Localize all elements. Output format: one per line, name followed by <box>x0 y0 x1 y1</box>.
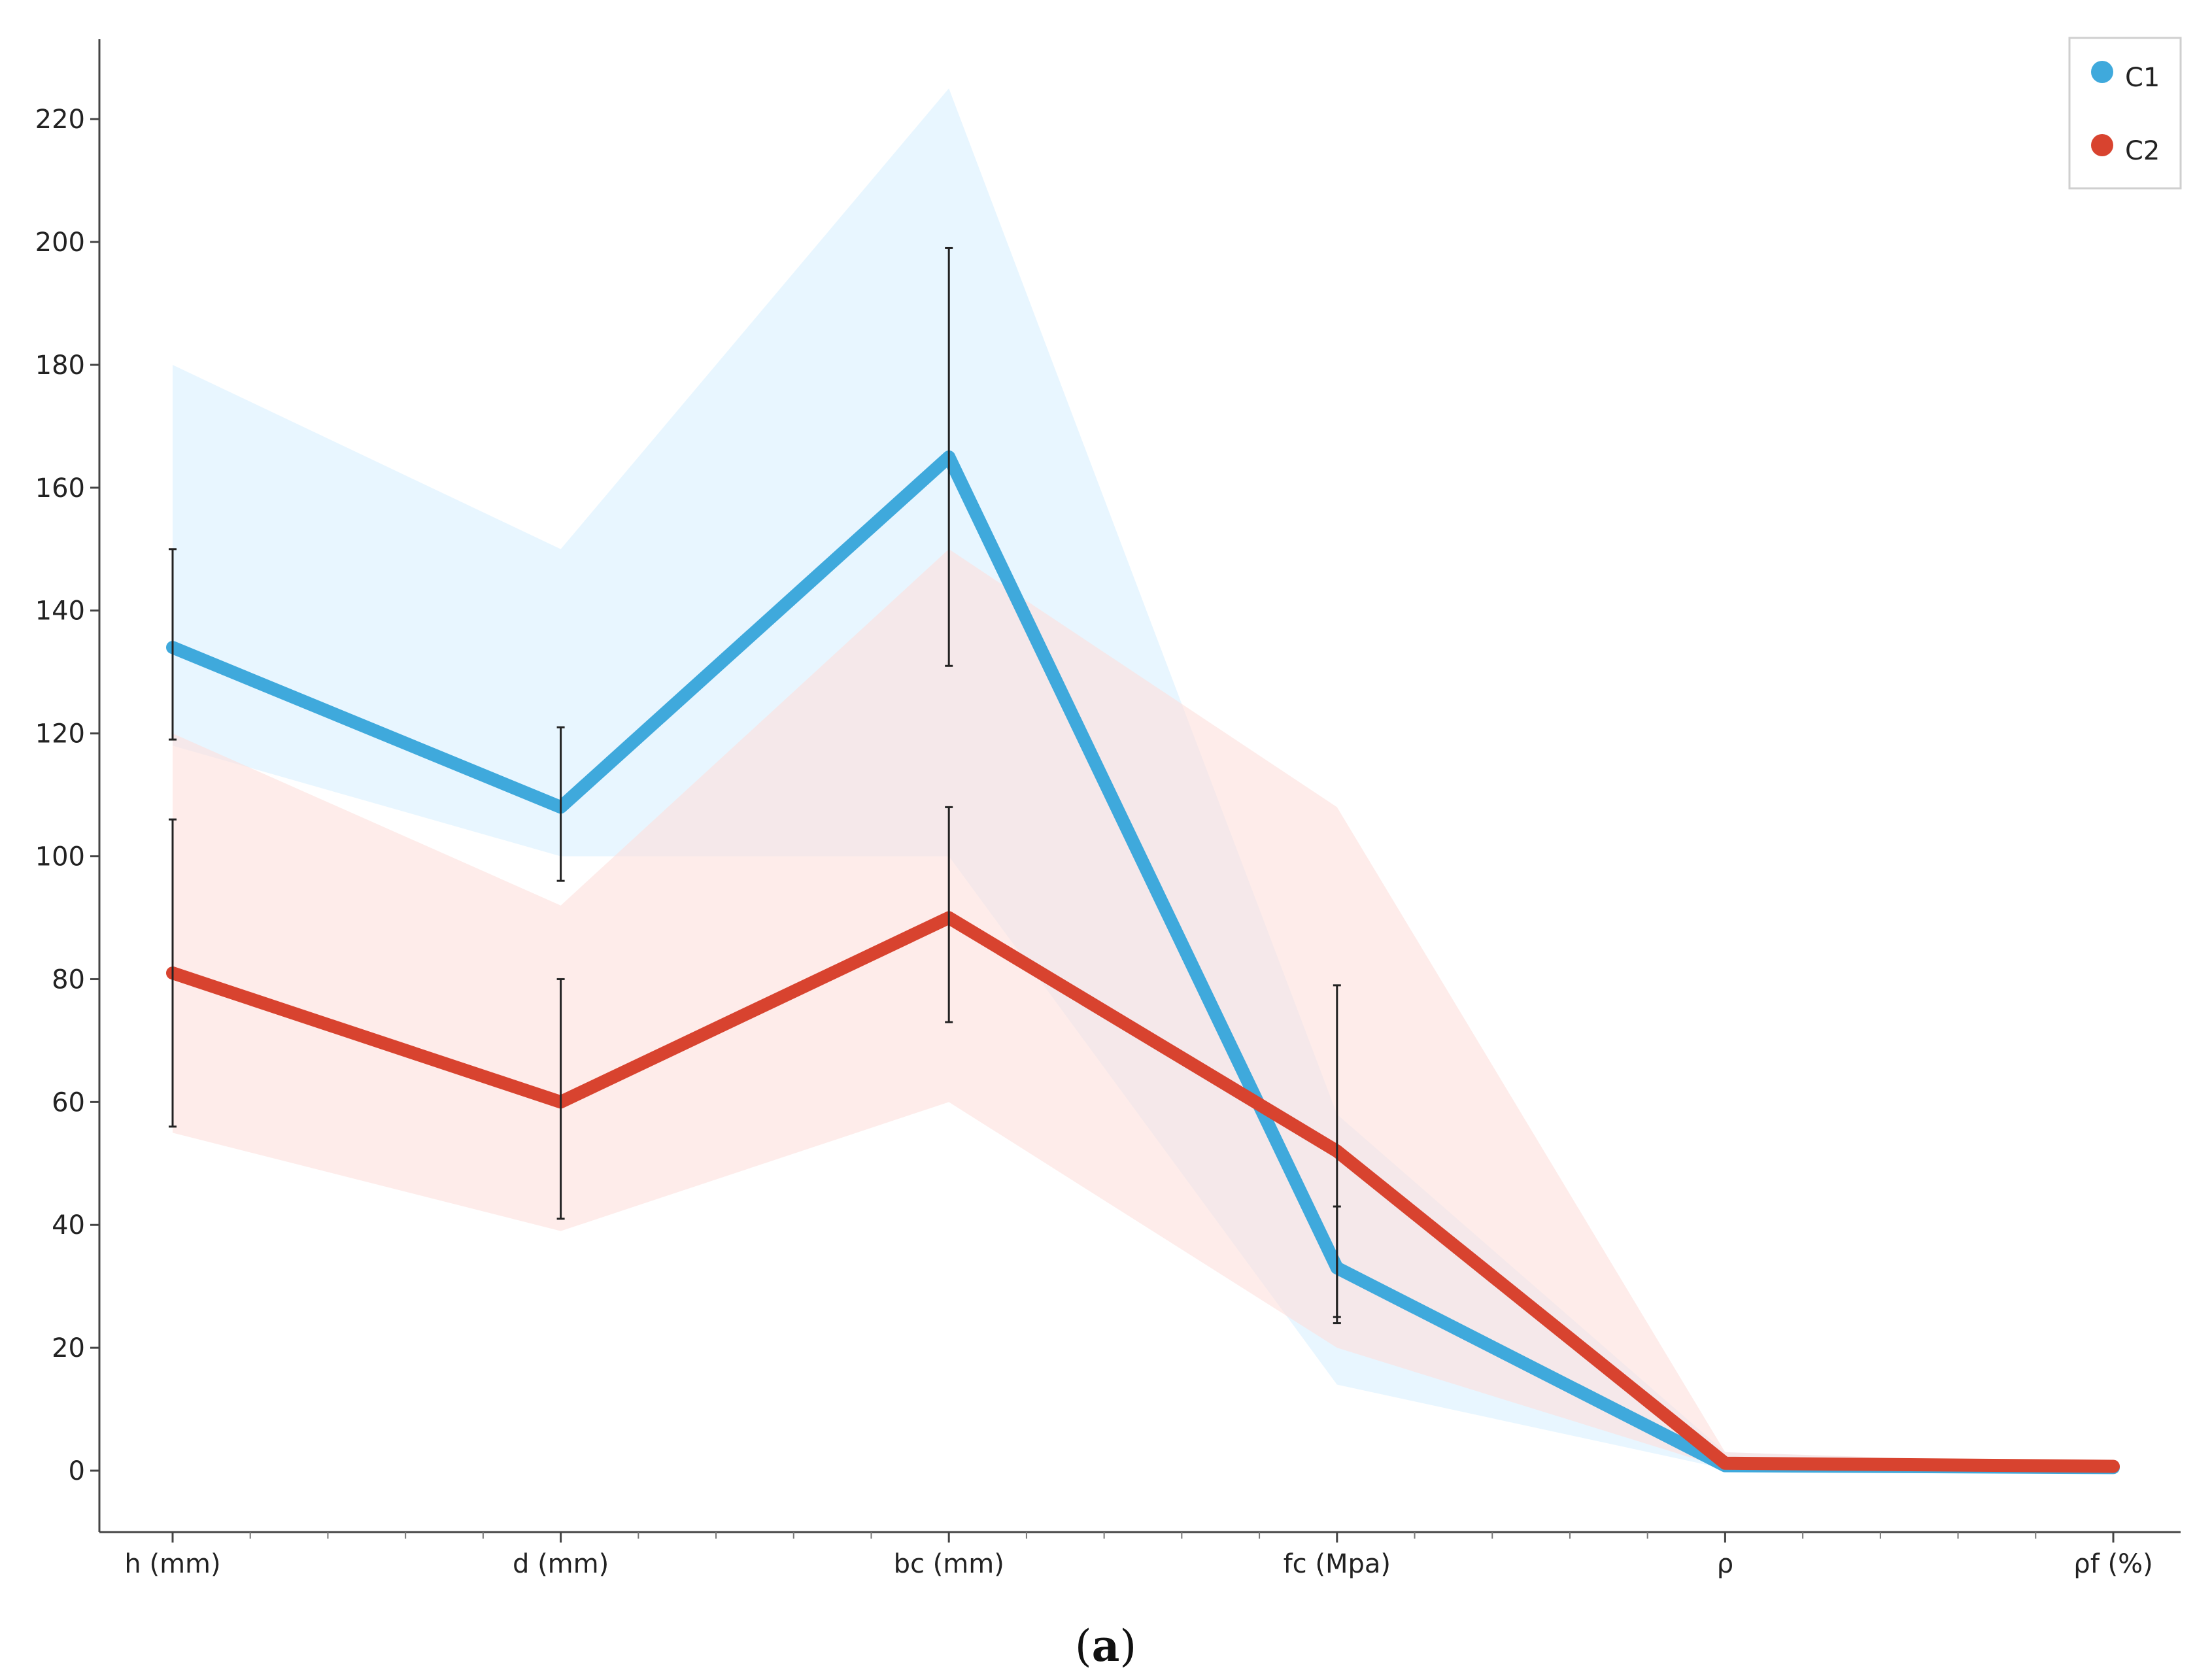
legend-label-c1: C1 <box>2125 63 2160 93</box>
y-tick-label: 220 <box>35 105 85 135</box>
y-tick-label: 80 <box>52 964 85 995</box>
x-tick-label: ρ <box>1717 1549 1733 1579</box>
caption-letter: a <box>1092 1620 1120 1671</box>
axes: 0 20 40 60 80 100 120 140 160 180 200 220 h (mm) d (m… <box>35 39 2181 1579</box>
error-bar-c2 <box>556 978 565 1220</box>
y-tick-label: 60 <box>52 1087 85 1118</box>
confidence-bands <box>173 88 2113 1469</box>
caption-open-paren: ( <box>1075 1621 1092 1671</box>
legend-marker-c1 <box>2091 61 2113 83</box>
legend-marker-c2 <box>2091 134 2113 156</box>
y-tick-label: 180 <box>35 350 85 381</box>
error-bar-c1 <box>945 247 953 667</box>
error-bar-c1 <box>556 726 565 882</box>
data-point-c2 <box>2112 1465 2115 1468</box>
y-tick-label: 40 <box>52 1210 85 1240</box>
legend: C1 C2 <box>2068 37 2182 190</box>
y-tick-label: 200 <box>35 228 85 258</box>
y-tick-label: 140 <box>35 596 85 626</box>
figure-caption: (a) <box>1075 1620 1136 1671</box>
x-tick-label: bc (mm) <box>894 1549 1004 1579</box>
y-tick-label: 120 <box>35 719 85 749</box>
error-bars <box>169 247 1341 1325</box>
x-tick-label: ρf (%) <box>2073 1549 2152 1579</box>
series-line-c2 <box>166 911 2120 1473</box>
x-tick-label: h (mm) <box>124 1549 220 1579</box>
error-bar-c2 <box>945 806 953 1023</box>
y-tick-label: 20 <box>52 1333 85 1363</box>
error-bar-c2 <box>1333 984 1341 1318</box>
band-c2 <box>173 549 2113 1469</box>
y-tick-label: 100 <box>35 842 85 872</box>
y-tick-label: 0 <box>69 1456 85 1486</box>
x-tick-label: d (mm) <box>513 1549 609 1579</box>
error-bar-c1 <box>169 548 177 741</box>
x-tick-label: fc (Mpa) <box>1284 1549 1391 1579</box>
caption-close-paren: ) <box>1119 1621 1136 1671</box>
data-point-c2 <box>1724 1461 1727 1465</box>
y-tick-label: 160 <box>35 473 85 503</box>
error-bar-c2 <box>169 818 177 1128</box>
legend-box <box>2068 37 2182 190</box>
legend-label-c2: C2 <box>2125 136 2160 166</box>
